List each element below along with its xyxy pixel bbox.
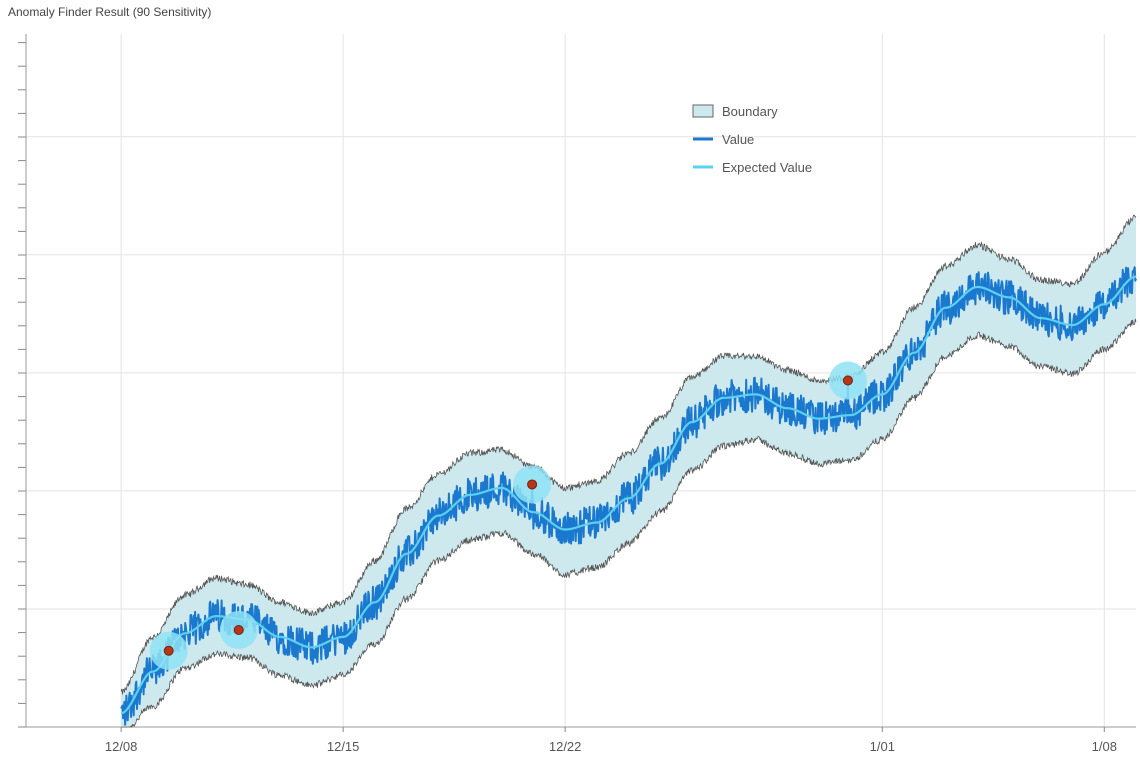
line-layer: [120, 266, 1137, 726]
boundary-upper-line: [120, 214, 1137, 695]
anomaly-layer: [149, 361, 867, 670]
anomaly-point: [233, 624, 244, 635]
x-tick-label: 12/15: [327, 739, 360, 754]
y-axis-ticks: [18, 42, 26, 728]
legend-label: Value: [722, 132, 754, 147]
chart-title: Anomaly Finder Result (90 Sensitivity): [8, 5, 212, 19]
chart-axes: [25, 34, 1136, 732]
legend-boundary-swatch: [692, 104, 714, 118]
x-axis-tick-labels: 12/08 12/15 12/22 1/01 1/08: [105, 739, 1117, 754]
x-tick-label: 12/08: [105, 739, 138, 754]
x-tick-label: 12/22: [549, 739, 582, 754]
anomaly-point: [163, 645, 174, 656]
anomaly-point: [527, 479, 538, 490]
x-tick-label: 1/08: [1092, 739, 1117, 754]
legend-label: Boundary: [722, 104, 778, 119]
boundary-lower-line: [121, 318, 1137, 728]
x-tick-label: 1/01: [870, 739, 895, 754]
chart-legend: Boundary Value Expected Value: [692, 104, 812, 175]
legend-label: Expected Value: [722, 160, 812, 175]
anomaly-point: [842, 375, 853, 386]
expected-value-series-line: [121, 275, 1136, 715]
